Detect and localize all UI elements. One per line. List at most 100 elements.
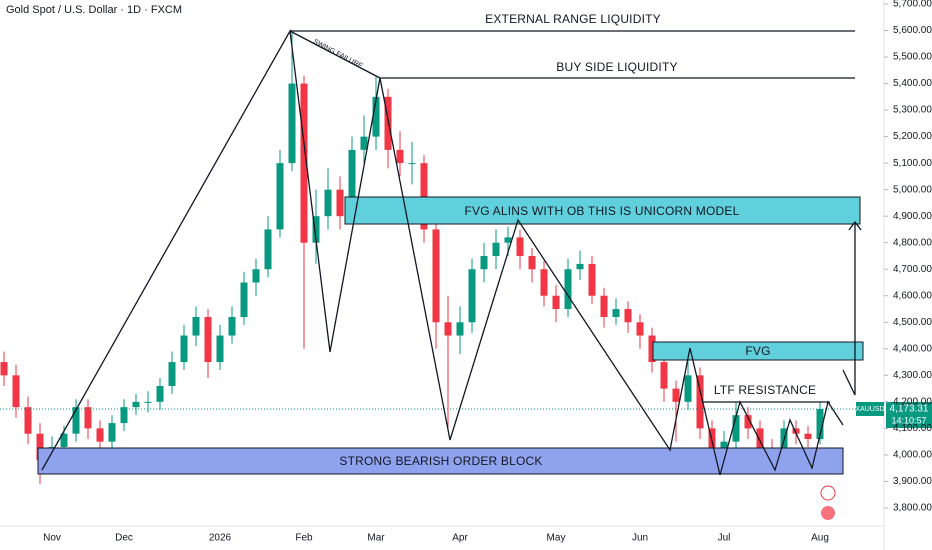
y-tick-label: 5,400.00 bbox=[893, 78, 932, 89]
candle-body bbox=[60, 433, 68, 447]
candle-body bbox=[480, 255, 488, 270]
candle-body bbox=[192, 316, 200, 336]
candle-body bbox=[0, 362, 8, 376]
candle-body bbox=[288, 83, 296, 164]
y-tick-label: 4,700.00 bbox=[893, 264, 932, 275]
candle-body bbox=[276, 163, 284, 230]
y-tick-label: 4,300.00 bbox=[893, 370, 932, 381]
y-tick-label: 5,700.00 bbox=[893, 0, 932, 10]
candle-body bbox=[108, 423, 116, 442]
candle-body bbox=[408, 163, 416, 165]
candle-body bbox=[228, 316, 236, 336]
y-tick-label: 5,200.00 bbox=[893, 131, 932, 142]
candle-body bbox=[600, 295, 608, 317]
candle-body bbox=[156, 385, 164, 402]
y-tick-label: 5,100.00 bbox=[893, 158, 932, 169]
fvg-ob-zone bbox=[344, 196, 861, 225]
order-block-zone bbox=[37, 447, 844, 475]
chart-title: Gold Spot / U.S. Dollar · 1D · FXCM bbox=[6, 4, 182, 16]
candle-body bbox=[120, 407, 128, 424]
candle-body bbox=[324, 189, 332, 217]
candle-body bbox=[732, 415, 740, 442]
candle-body bbox=[816, 409, 824, 439]
candle-body bbox=[336, 189, 344, 217]
x-tick-label: Jun bbox=[632, 533, 648, 544]
candle-body bbox=[252, 269, 260, 283]
candle-body bbox=[264, 229, 272, 270]
candle-body bbox=[504, 237, 512, 243]
annotation: FVG ALINS WITH OB THIS IS UNICORN MODEL bbox=[465, 204, 740, 218]
x-tick-label: Jul bbox=[718, 533, 731, 544]
y-tick-label: 4,500.00 bbox=[893, 317, 932, 328]
x-tick-label: Apr bbox=[452, 533, 468, 544]
countdown: 14:10:57 bbox=[891, 415, 926, 425]
candle-body bbox=[564, 269, 572, 310]
candle-body bbox=[216, 335, 224, 363]
x-tick-label: Mar bbox=[367, 533, 385, 544]
y-tick-label: 4,200.00 bbox=[893, 397, 932, 408]
y-tick-label: 5,500.00 bbox=[893, 52, 932, 63]
event-icon[interactable] bbox=[821, 506, 835, 520]
y-tick-label: 3,800.00 bbox=[893, 503, 932, 514]
y-tick-label: 4,900.00 bbox=[893, 211, 932, 222]
zigzag bbox=[41, 28, 844, 476]
candle-body bbox=[576, 263, 584, 270]
candle-body bbox=[36, 433, 44, 461]
candle-body bbox=[72, 407, 80, 434]
y-tick-label: 4,800.00 bbox=[893, 237, 932, 248]
candle-body bbox=[24, 407, 32, 434]
candle-body bbox=[300, 83, 308, 243]
candle-body bbox=[12, 375, 20, 408]
candle-body bbox=[444, 322, 452, 336]
candle-body bbox=[372, 96, 380, 137]
candle-body bbox=[516, 237, 524, 256]
candle-body bbox=[792, 428, 800, 434]
candle-body bbox=[468, 269, 476, 323]
candle-body bbox=[588, 263, 596, 296]
candle-body bbox=[612, 309, 620, 317]
candle-body bbox=[672, 388, 680, 402]
y-tick-label: 5,000.00 bbox=[893, 184, 932, 195]
candles bbox=[0, 30, 824, 485]
candle-body bbox=[168, 362, 176, 386]
y-tick-label: 4,600.00 bbox=[893, 290, 932, 301]
candle-body bbox=[180, 335, 188, 363]
candle-body bbox=[396, 149, 404, 164]
arrow-head bbox=[848, 220, 862, 231]
annotation: FVG bbox=[745, 344, 770, 358]
candle-body bbox=[540, 269, 548, 296]
candle-body bbox=[552, 295, 560, 310]
annotation: LTF RESISTANCE bbox=[714, 383, 816, 397]
candle-body bbox=[756, 428, 764, 450]
x-tick-label: May bbox=[547, 533, 566, 544]
last-price: 4,173.31 bbox=[890, 404, 929, 415]
candle-body bbox=[432, 229, 440, 323]
y-tick-label: 5,600.00 bbox=[893, 25, 932, 36]
annotation: EXTERNAL RANGE LIQUIDITY bbox=[485, 12, 661, 26]
candle-body bbox=[84, 407, 92, 429]
candle-body bbox=[312, 216, 320, 243]
candle-body bbox=[660, 362, 668, 389]
event-icon[interactable] bbox=[820, 485, 836, 501]
annotation: STRONG BEARISH ORDER BLOCK bbox=[339, 454, 542, 468]
x-tick-label: Feb bbox=[295, 533, 313, 544]
y-tick-label: 4,000.00 bbox=[893, 450, 932, 461]
symbol-tag bbox=[856, 402, 884, 416]
symbol: XAUUSD bbox=[855, 406, 884, 413]
projection-arrow bbox=[842, 222, 856, 396]
price-tag bbox=[886, 402, 932, 428]
candle-body bbox=[204, 316, 212, 363]
candle-body bbox=[684, 375, 692, 402]
x-tick-label: Nov bbox=[43, 533, 61, 544]
candle-body bbox=[648, 335, 656, 363]
x-tick-label: Dec bbox=[115, 533, 133, 544]
y-tick-label: 3,900.00 bbox=[893, 476, 932, 487]
x-tick-label: 2026 bbox=[209, 533, 232, 544]
candle-body bbox=[420, 163, 428, 230]
candle-body bbox=[636, 322, 644, 336]
candle-body bbox=[624, 309, 632, 323]
annotation: BUY SIDE LIQUIDITY bbox=[556, 60, 677, 74]
candle-body bbox=[240, 282, 248, 317]
candle-body bbox=[144, 401, 152, 403]
